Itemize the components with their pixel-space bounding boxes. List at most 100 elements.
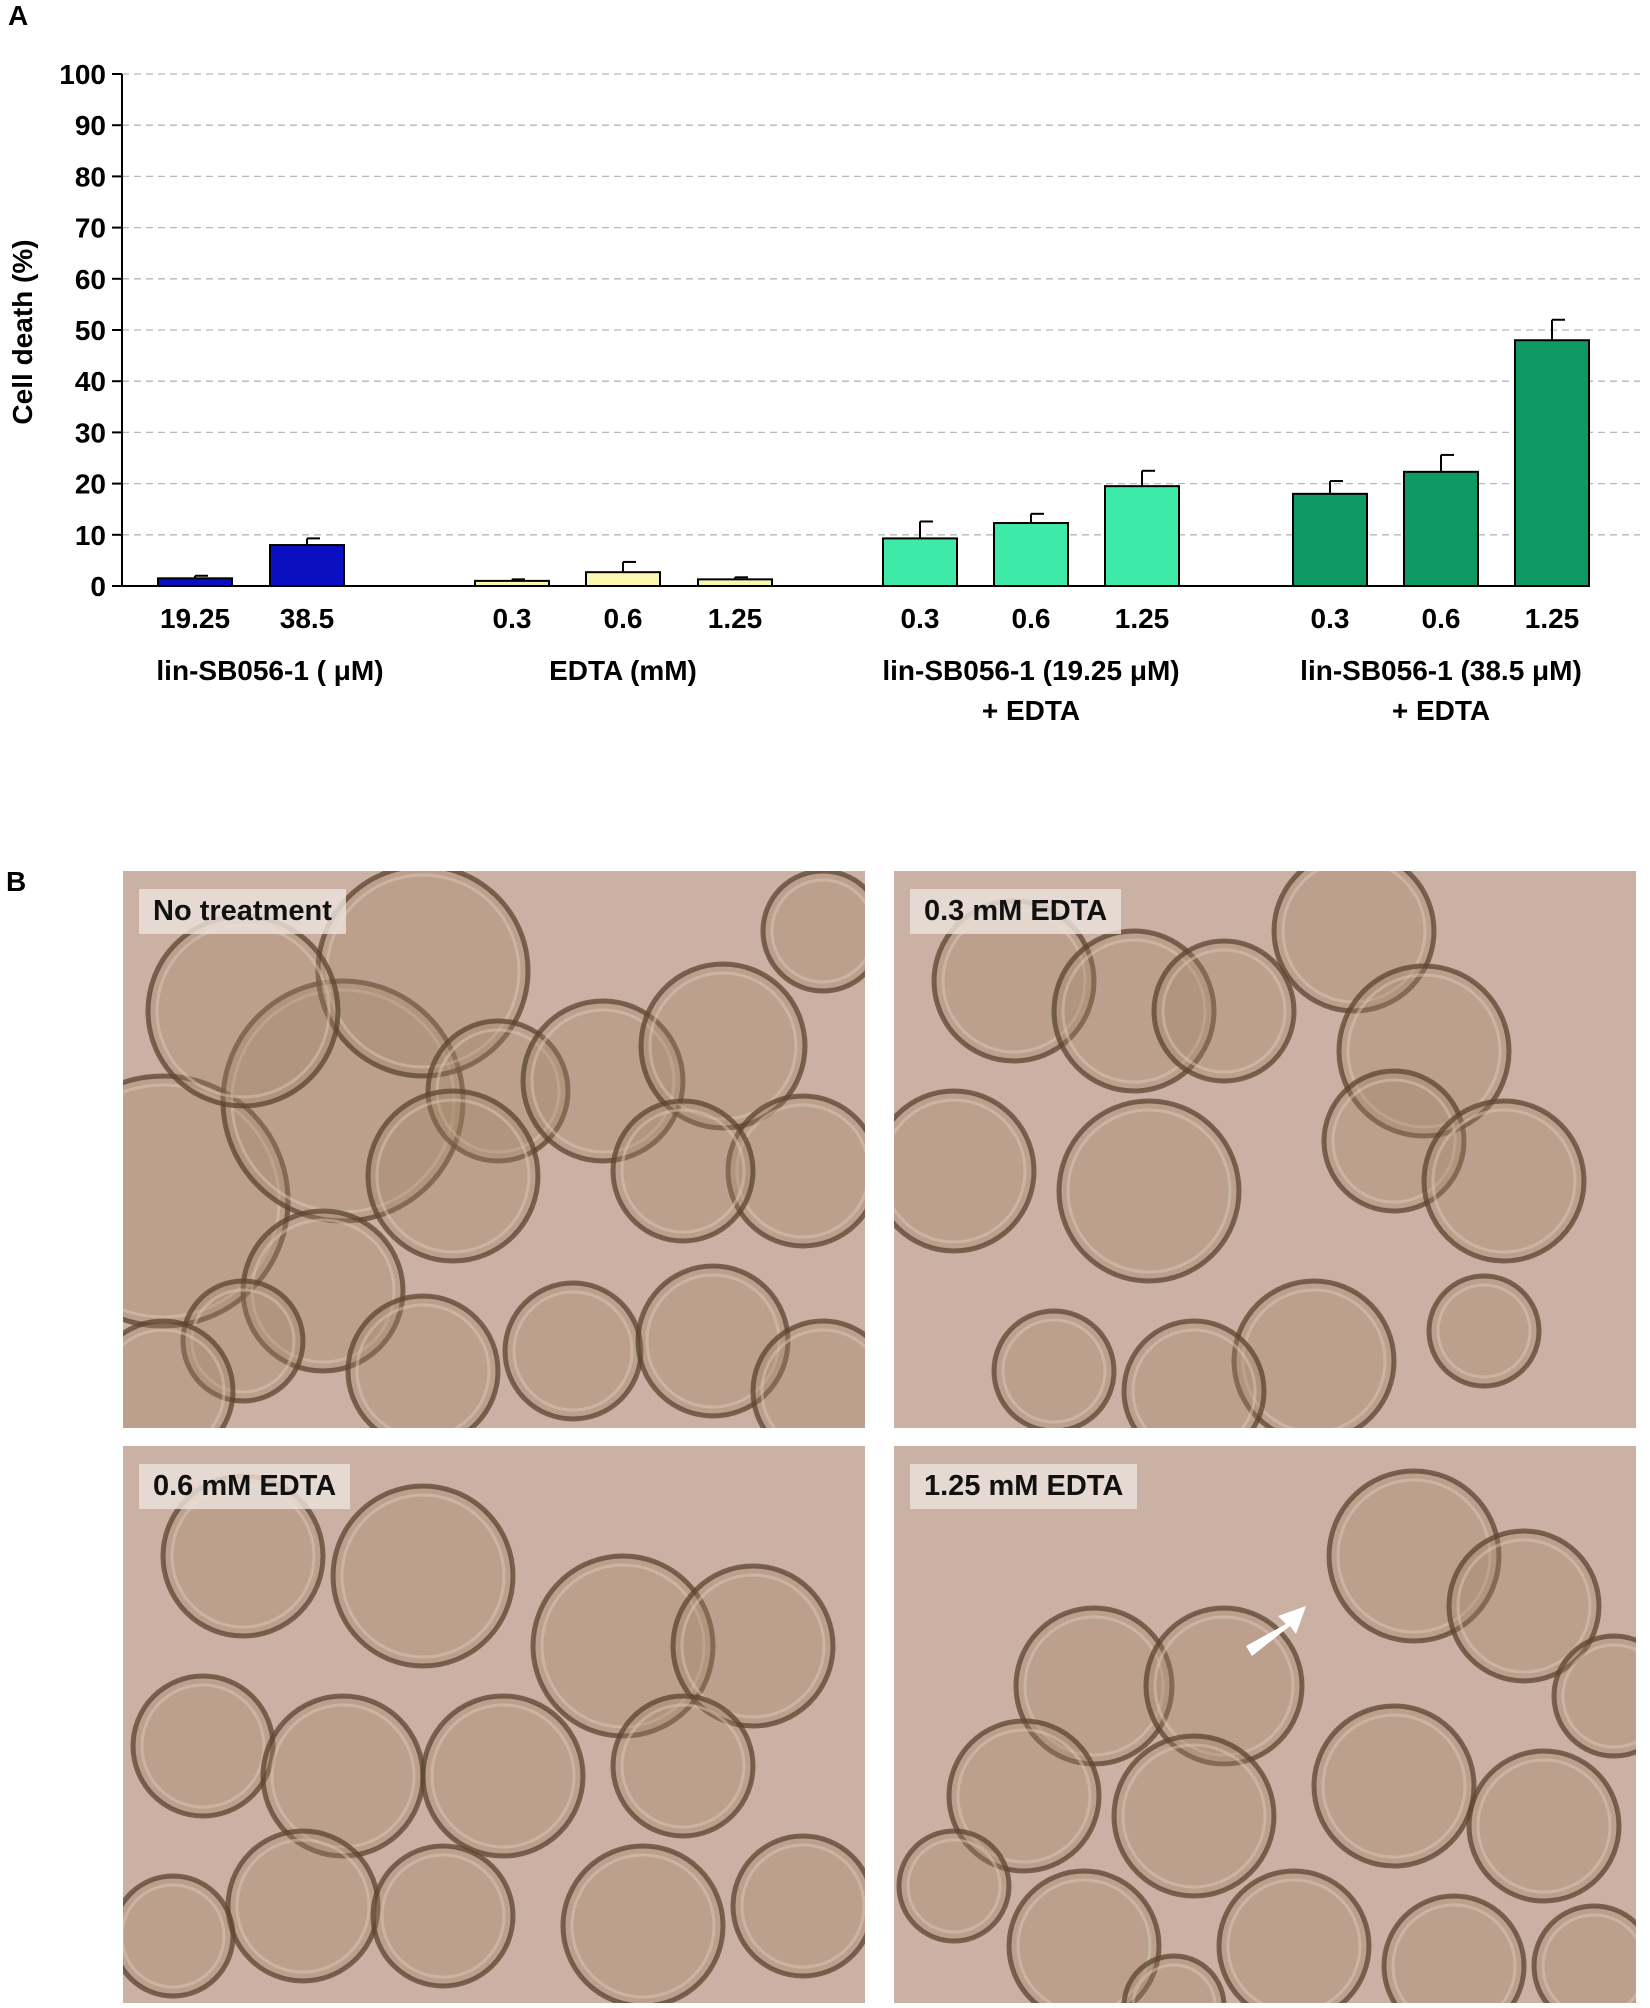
micrograph-label: 1.25 mM EDTA <box>910 1464 1138 1509</box>
y-tick-label: 100 <box>59 59 106 90</box>
cell <box>760 871 865 994</box>
cell <box>1311 1703 1477 1869</box>
cell-inner-ring <box>906 1838 1002 1934</box>
cell <box>725 1093 865 1249</box>
cell-inner-ring <box>1153 1615 1295 1757</box>
cell-inner-ring <box>375 1098 531 1254</box>
cell-inner-ring <box>1336 1478 1492 1634</box>
cell <box>330 1483 516 1669</box>
cell-image <box>123 1446 865 2003</box>
cell-inner-ring <box>123 1328 226 1428</box>
y-tick-label: 10 <box>75 520 106 551</box>
y-tick-label: 40 <box>75 366 106 397</box>
x-labels: 19.25 38.5 lin-SB056-1 ( μM) 0.3 0.6 1.25 EDTA… <box>156 603 1581 726</box>
cell-inner-ring <box>1456 1538 1592 1674</box>
x-tick-label: 0.3 <box>1311 603 1350 634</box>
group-label: + EDTA <box>982 695 1080 726</box>
x-tick-label: 1.25 <box>1525 603 1580 634</box>
cell <box>345 1293 501 1428</box>
bar <box>269 544 345 587</box>
cell <box>1321 1068 1467 1214</box>
bar <box>1403 470 1479 588</box>
cell-image <box>123 871 865 1428</box>
group-label: lin-SB056-1 ( μM) <box>156 655 383 686</box>
cell <box>1231 1278 1397 1428</box>
cell <box>425 1018 571 1164</box>
y-axis-label: Cell death (%) <box>7 239 38 424</box>
panel-a-label: A <box>8 0 29 31</box>
group-label: + EDTA <box>1392 695 1490 726</box>
cell <box>1446 1528 1602 1684</box>
cell-inner-ring <box>1023 1615 1165 1757</box>
cell-inner-ring <box>380 1853 506 1979</box>
cell-inner-ring <box>956 1728 1092 1864</box>
bar <box>1104 485 1180 587</box>
cell-inner-ring <box>1391 1903 1517 2003</box>
cell <box>180 1278 306 1404</box>
bar <box>474 579 550 588</box>
cell-inner-ring <box>1016 1878 1152 2003</box>
cell-inner-ring <box>645 1273 781 1409</box>
bar <box>697 578 773 587</box>
cell <box>894 1088 1037 1254</box>
cell-inner-ring <box>355 1303 491 1428</box>
y-tick-label: 80 <box>75 161 106 192</box>
cell-inner-ring <box>1346 973 1502 1129</box>
cell-inner-ring <box>1131 1328 1257 1428</box>
micrograph-label: No treatment <box>139 889 346 934</box>
cell-inner-ring <box>123 1883 226 1989</box>
cell-inner-ring <box>1541 1913 1636 2003</box>
cell <box>1381 1893 1527 2003</box>
cell-inner-ring <box>620 1703 746 1829</box>
group-label: lin-SB056-1 (38.5 μM) <box>1300 655 1582 686</box>
cell-inner-ring <box>1476 1758 1612 1894</box>
micrograph-label: 0.3 mM EDTA <box>910 889 1122 934</box>
x-tick-label: 1.25 <box>1115 603 1170 634</box>
cell <box>1426 1273 1542 1389</box>
cell-inner-ring <box>1066 1108 1232 1274</box>
cell <box>123 1873 236 1999</box>
cell-inner-ring <box>894 1098 1027 1244</box>
x-tick-label: 0.3 <box>901 603 940 634</box>
cell-inner-ring <box>270 1703 416 1849</box>
cell-inner-ring <box>1241 1288 1387 1428</box>
micrograph-no-treatment: No treatment <box>123 871 865 1428</box>
cell <box>896 1828 1012 1944</box>
cell <box>1111 1733 1277 1899</box>
cell <box>1271 871 1437 1014</box>
bar <box>1292 492 1368 587</box>
x-tick-label: 0.6 <box>604 603 643 634</box>
cell-inner-ring <box>430 1703 576 1849</box>
cell-inner-ring <box>140 1683 266 1809</box>
cell <box>1326 1468 1502 1644</box>
x-tick-label: 0.3 <box>493 603 532 634</box>
cell-inner-ring <box>648 971 798 1121</box>
y-tick-label: 90 <box>75 110 106 141</box>
cell-inner-ring <box>1131 1963 1217 2003</box>
cell <box>420 1693 586 1859</box>
bar <box>993 522 1069 587</box>
cell <box>530 1553 716 1739</box>
cell-image <box>894 1446 1636 2003</box>
y-tick-label: 70 <box>75 213 106 244</box>
micrograph-0-3-mm-edta: 0.3 mM EDTA <box>894 871 1636 1428</box>
bars <box>157 318 1590 588</box>
cell <box>130 1673 276 1819</box>
cell <box>946 1718 1102 1874</box>
cell <box>1151 938 1297 1084</box>
bar <box>585 571 661 588</box>
cell <box>1056 1098 1242 1284</box>
cell <box>370 1843 516 1989</box>
cell <box>1466 1748 1622 1904</box>
micrograph-0-6-mm-edta: 0.6 mM EDTA <box>123 1446 865 2003</box>
cell <box>225 1828 381 1984</box>
bar <box>1514 339 1590 587</box>
cell-inner-ring <box>1436 1283 1532 1379</box>
cell <box>1121 1318 1267 1428</box>
cell-inner-ring <box>770 878 865 984</box>
cell <box>1216 1868 1372 2003</box>
y-tick-label: 0 <box>90 571 106 602</box>
cell <box>1051 928 1217 1094</box>
cell-inner-ring <box>735 1103 865 1239</box>
cell-inner-ring <box>1561 1643 1636 1749</box>
